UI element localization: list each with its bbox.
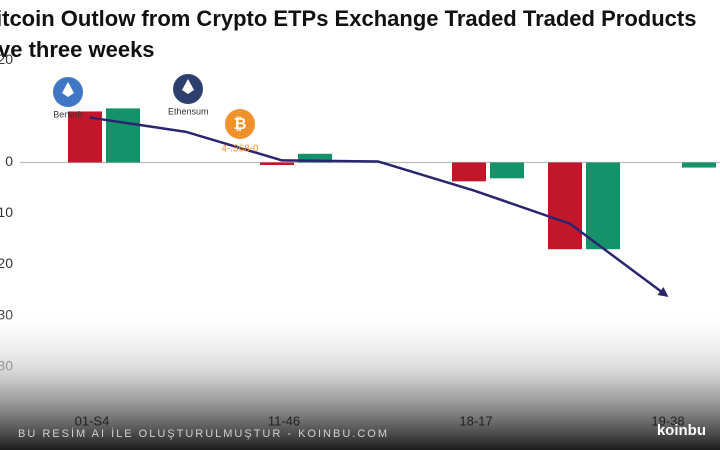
legend-label: Bertorh — [53, 109, 83, 119]
chart-title: itcoin Outlow from Crypto ETPs Exchange … — [0, 6, 696, 31]
y-tick-label: 20 — [0, 51, 13, 67]
legend-label: Ethensum — [168, 106, 209, 116]
watermark: BU RESİM AI İLE OLUŞTURULMUŞTUR - KOINBU… — [18, 427, 389, 440]
x-tick-label: 19-38 — [651, 413, 684, 428]
bar — [548, 162, 582, 250]
logo: koinbu — [657, 422, 706, 439]
trend-line — [89, 116, 669, 297]
bar — [452, 162, 486, 182]
bar — [298, 153, 332, 163]
x-tick-label: 11-46 — [268, 413, 300, 428]
legend-icon — [62, 82, 74, 97]
bar — [106, 108, 140, 163]
x-tick-label: 18-17 — [459, 413, 492, 428]
y-tick-label: 0 — [5, 153, 13, 169]
bar — [586, 162, 620, 250]
bar — [68, 111, 102, 163]
legend: ₿ — [53, 74, 255, 139]
annotation: 4-.368-0 — [221, 144, 259, 155]
chart-subtitle: ve three weeks — [0, 37, 155, 62]
legend-icon — [182, 79, 194, 94]
legend-icon: ₿ — [233, 115, 246, 133]
y-tick-label: 20 — [0, 255, 13, 271]
x-tick-label: 01-S4 — [75, 413, 110, 428]
bar — [682, 162, 716, 168]
legend-icon — [225, 109, 255, 139]
bar — [260, 162, 294, 166]
y-tick-label: 10 — [0, 204, 13, 220]
bar — [490, 162, 524, 179]
bottom-fade — [0, 305, 720, 450]
